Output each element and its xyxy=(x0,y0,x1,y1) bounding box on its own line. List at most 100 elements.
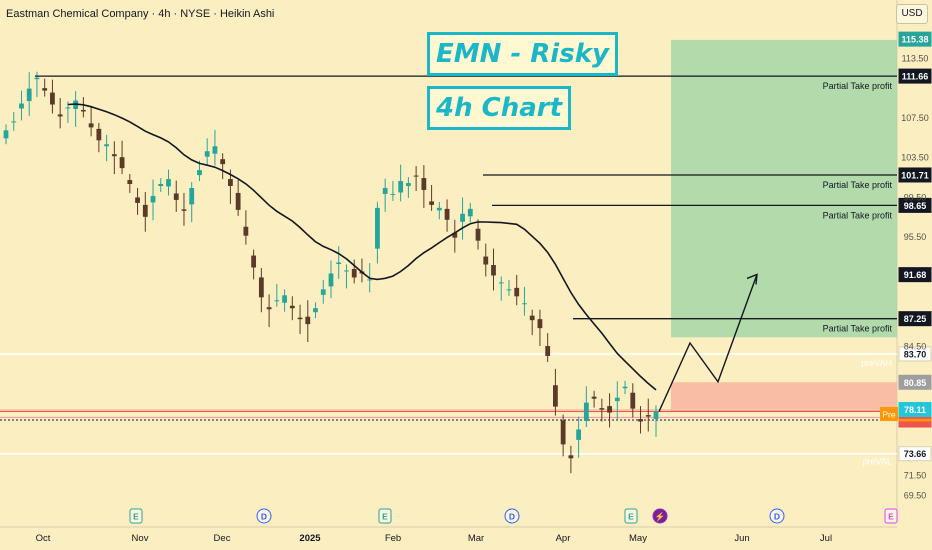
symbol-header: Eastman Chemical Company · 4h · NYSE · H… xyxy=(6,8,275,20)
price-tick-label: 103.50 xyxy=(901,153,929,163)
candle-body xyxy=(266,307,272,310)
dividend-marker[interactable] xyxy=(504,508,520,524)
candle-body xyxy=(583,402,589,422)
currency-button[interactable]: USD xyxy=(896,4,928,24)
price-tag xyxy=(898,311,932,327)
projection-path[interactable] xyxy=(658,274,758,412)
preval-label: preVAL xyxy=(863,457,892,467)
take-profit-label: Partial Take profit xyxy=(823,81,893,91)
candle-body xyxy=(398,181,404,193)
time-tick-label: May xyxy=(629,533,647,544)
title-annotation[interactable]: EMN - Risky xyxy=(427,32,618,76)
earnings-marker[interactable] xyxy=(624,508,638,524)
candle-body xyxy=(390,193,396,195)
candle-body xyxy=(344,270,349,272)
split-marker[interactable] xyxy=(652,508,668,524)
candle-body xyxy=(421,178,427,190)
candle-body xyxy=(166,179,171,187)
candle-body xyxy=(158,184,164,187)
loss-zone[interactable] xyxy=(671,382,897,412)
moving-average-line[interactable] xyxy=(67,103,657,391)
take-profit-label: Partial Take profit xyxy=(823,180,893,190)
price-tick-label: 83.70 xyxy=(904,349,927,359)
candle-body xyxy=(475,228,481,241)
event-marker-label: E xyxy=(888,512,894,522)
price-tick-label: 80.85 xyxy=(904,378,927,388)
candle-body xyxy=(235,192,241,210)
candle-body xyxy=(382,187,388,194)
price-tick-label: 95.50 xyxy=(904,232,927,242)
candle-body xyxy=(243,226,249,236)
price-tag xyxy=(898,197,932,213)
dividend-marker[interactable] xyxy=(769,508,785,524)
price-tick-label: 91.68 xyxy=(904,270,927,280)
candle-body xyxy=(522,303,527,305)
candle-body xyxy=(119,157,125,169)
earnings-marker[interactable] xyxy=(129,508,143,524)
candle-body xyxy=(282,295,287,303)
candle-body xyxy=(204,151,210,157)
take-profit-label: Partial Take profit xyxy=(823,210,893,220)
profit-zone[interactable] xyxy=(671,39,897,338)
event-marker-label: E xyxy=(628,512,634,522)
candle-body xyxy=(88,123,94,128)
take-profit-label: Partial Take profit xyxy=(823,324,893,334)
pre-market-tag-label: Pre xyxy=(882,409,896,419)
candle-body xyxy=(220,159,226,165)
time-tick-label: Feb xyxy=(385,533,401,544)
time-tick-label: Apr xyxy=(556,533,571,544)
price-tag xyxy=(898,346,932,362)
earnings-marker[interactable] xyxy=(884,508,898,524)
event-marker-label: E xyxy=(133,512,139,522)
time-tick-label: 2025 xyxy=(299,533,321,544)
candle-body xyxy=(328,273,334,287)
candle-body xyxy=(34,77,40,80)
candle-body xyxy=(228,179,233,187)
candle-body xyxy=(638,419,643,422)
candle-body xyxy=(405,183,411,187)
candle-body xyxy=(274,300,280,302)
price-tag xyxy=(898,31,932,47)
dividend-marker[interactable] xyxy=(256,508,272,524)
time-tick-label: Dec xyxy=(214,533,231,544)
candle-body xyxy=(313,308,318,313)
timeframe-annotation[interactable]: 4h Chart xyxy=(427,86,572,130)
projection-arrowhead xyxy=(746,273,758,285)
event-marker-label: D xyxy=(261,512,267,522)
candle-body xyxy=(150,195,156,203)
candle-body xyxy=(111,154,117,157)
candle-body xyxy=(413,175,419,177)
price-tag xyxy=(898,68,932,84)
candle-body xyxy=(305,316,311,325)
candle-body xyxy=(50,92,55,105)
candle-body xyxy=(258,277,264,298)
candle-body xyxy=(529,315,535,321)
event-marker-label: E xyxy=(382,512,388,522)
candle-body xyxy=(506,289,512,291)
price-tag xyxy=(898,267,932,283)
event-marker-label: D xyxy=(509,512,515,522)
candle-body xyxy=(436,207,442,211)
candle-body xyxy=(591,396,597,399)
candle-body xyxy=(3,130,9,139)
price-tick-label: 69.50 xyxy=(904,491,927,501)
price-tick-label: 107.50 xyxy=(901,113,929,123)
candle-body xyxy=(11,121,17,123)
price-tick-label: 115.38 xyxy=(901,35,928,45)
candle-body xyxy=(142,204,148,217)
earnings-marker[interactable] xyxy=(378,508,392,524)
candle-body xyxy=(297,317,303,320)
candle-body xyxy=(336,262,342,265)
candle-body xyxy=(96,128,102,141)
candle-body xyxy=(645,415,651,417)
candle-body xyxy=(537,319,543,329)
candle-body xyxy=(568,455,574,459)
time-tick-label: Nov xyxy=(132,533,149,544)
price-tick-label: 99.50 xyxy=(904,192,927,202)
time-tick-label: Jun xyxy=(734,533,749,544)
price-tick-label: 87.25 xyxy=(904,314,927,324)
candle-body xyxy=(189,187,195,205)
price-tag xyxy=(898,446,932,462)
candle-body xyxy=(320,289,326,295)
